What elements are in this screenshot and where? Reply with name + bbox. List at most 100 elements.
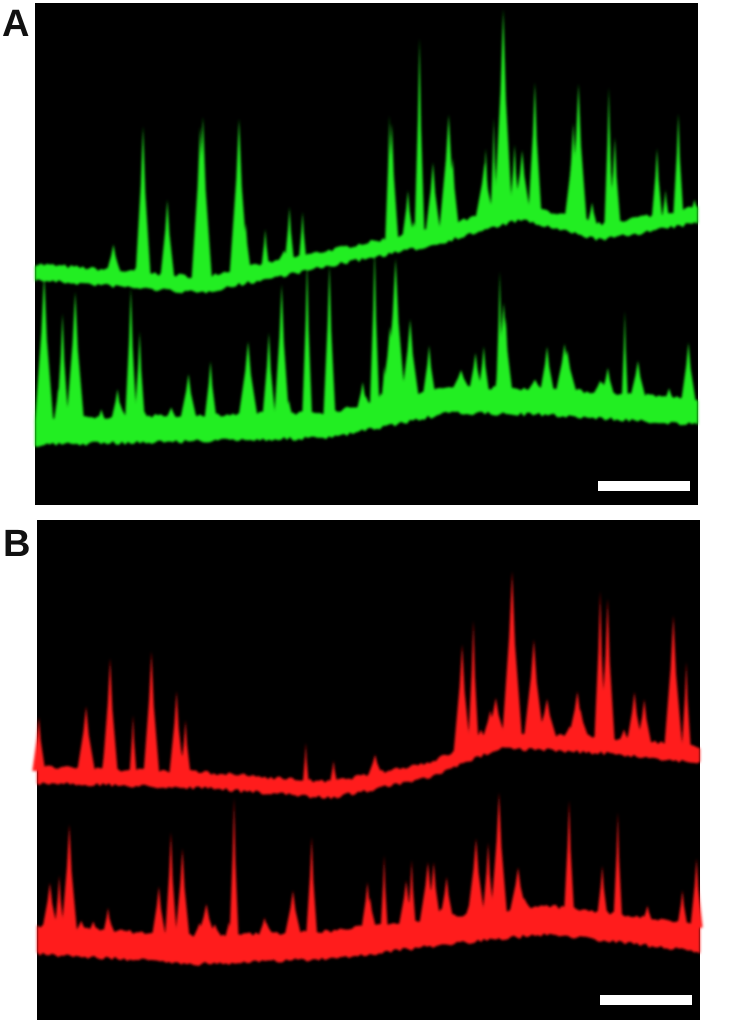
signal-trace xyxy=(37,731,700,800)
signal-trace xyxy=(586,202,598,227)
panel-label: B xyxy=(3,523,30,565)
signal-trace xyxy=(673,113,684,215)
signal-trace xyxy=(681,661,691,750)
signal-trace xyxy=(690,858,703,928)
signal-trace xyxy=(664,615,683,749)
signal-trace xyxy=(305,372,312,417)
signal-trace xyxy=(662,189,669,217)
signal-trace xyxy=(605,127,614,227)
signal-trace xyxy=(54,875,65,932)
signal-trace xyxy=(160,199,175,279)
signal-trace xyxy=(151,886,166,938)
signal-trace xyxy=(677,890,688,926)
signal-trace xyxy=(369,247,380,407)
signal-trace xyxy=(446,157,459,228)
signal-trace xyxy=(509,144,520,210)
signal-trace xyxy=(35,385,698,447)
signal-trace xyxy=(681,342,696,403)
signal-trace xyxy=(486,697,506,738)
signal-trace xyxy=(284,206,295,263)
signal-trace xyxy=(453,644,471,753)
signal-trace xyxy=(467,620,479,748)
signal-trace xyxy=(262,332,276,418)
signal-trace xyxy=(109,256,122,275)
signal-trace xyxy=(566,122,581,222)
signal-trace xyxy=(261,229,270,268)
signal-trace xyxy=(129,715,137,774)
signal-trace xyxy=(229,118,249,273)
signal-trace xyxy=(403,387,416,400)
signal-trace xyxy=(380,855,388,929)
signal-trace xyxy=(102,907,114,935)
signal-trace xyxy=(422,345,436,396)
signal-trace xyxy=(257,922,275,938)
signal-trace xyxy=(574,726,588,741)
signal-trace xyxy=(61,824,78,932)
signal-trace xyxy=(274,284,290,418)
signal-trace xyxy=(385,115,394,243)
signal-trace xyxy=(302,259,313,417)
signal-trace xyxy=(402,190,414,239)
signal-trace xyxy=(539,346,555,393)
signal-trace xyxy=(600,598,615,742)
signal-trace xyxy=(66,291,85,423)
signal-trace xyxy=(323,263,336,417)
signal-trace xyxy=(75,920,88,933)
signal-trace xyxy=(502,571,523,737)
signal-trace xyxy=(87,921,99,934)
signal-trace xyxy=(196,199,211,281)
signal-trace xyxy=(143,651,160,775)
signal-trace xyxy=(665,728,678,749)
signal-trace xyxy=(359,396,373,409)
signal-trace xyxy=(568,691,587,740)
signal-trace xyxy=(381,365,388,405)
signal-trace xyxy=(193,116,213,281)
signal-trace xyxy=(262,393,270,418)
signal-trace xyxy=(56,313,69,423)
signal-trace xyxy=(180,373,197,420)
signal-trace xyxy=(451,370,471,392)
signal-trace xyxy=(285,400,293,417)
signal-trace xyxy=(131,263,144,277)
signal-trace xyxy=(169,691,184,776)
signal-trace xyxy=(523,639,544,738)
signal-trace xyxy=(481,148,491,218)
signal-trace xyxy=(204,361,217,419)
signal-trace xyxy=(496,271,504,392)
signal-trace xyxy=(439,876,454,921)
panel-label: A xyxy=(2,3,29,45)
signal-trace xyxy=(597,865,608,917)
signal-trace xyxy=(135,126,151,277)
signal-trace xyxy=(621,310,628,399)
signal-trace xyxy=(651,148,663,219)
scale-bar xyxy=(598,481,690,491)
signal-trace xyxy=(555,343,574,394)
panel-a-signal xyxy=(34,9,699,447)
signal-trace xyxy=(111,388,125,421)
signal-trace xyxy=(34,273,54,423)
signal-trace xyxy=(465,882,485,918)
signal-trace xyxy=(494,9,513,213)
signal-trace xyxy=(224,921,234,939)
signal-trace xyxy=(642,905,653,922)
signal-trace xyxy=(514,150,530,209)
signal-trace xyxy=(564,800,575,913)
signal-trace xyxy=(690,199,699,212)
signal-trace xyxy=(298,211,307,260)
signal-trace xyxy=(165,407,178,420)
signal-trace xyxy=(32,716,46,772)
signal-trace xyxy=(302,742,309,785)
signal-trace xyxy=(600,367,615,397)
signal-trace xyxy=(482,842,494,917)
signal-trace xyxy=(37,904,700,966)
signal-trace xyxy=(35,202,698,294)
signal-trace xyxy=(125,287,137,421)
signal-trace xyxy=(425,162,441,234)
signal-trace xyxy=(97,409,106,422)
signal-trace xyxy=(306,836,318,936)
signal-trace xyxy=(629,360,646,399)
signal-trace xyxy=(401,318,420,400)
signal-trace xyxy=(76,706,96,773)
signal-trace xyxy=(562,726,578,740)
